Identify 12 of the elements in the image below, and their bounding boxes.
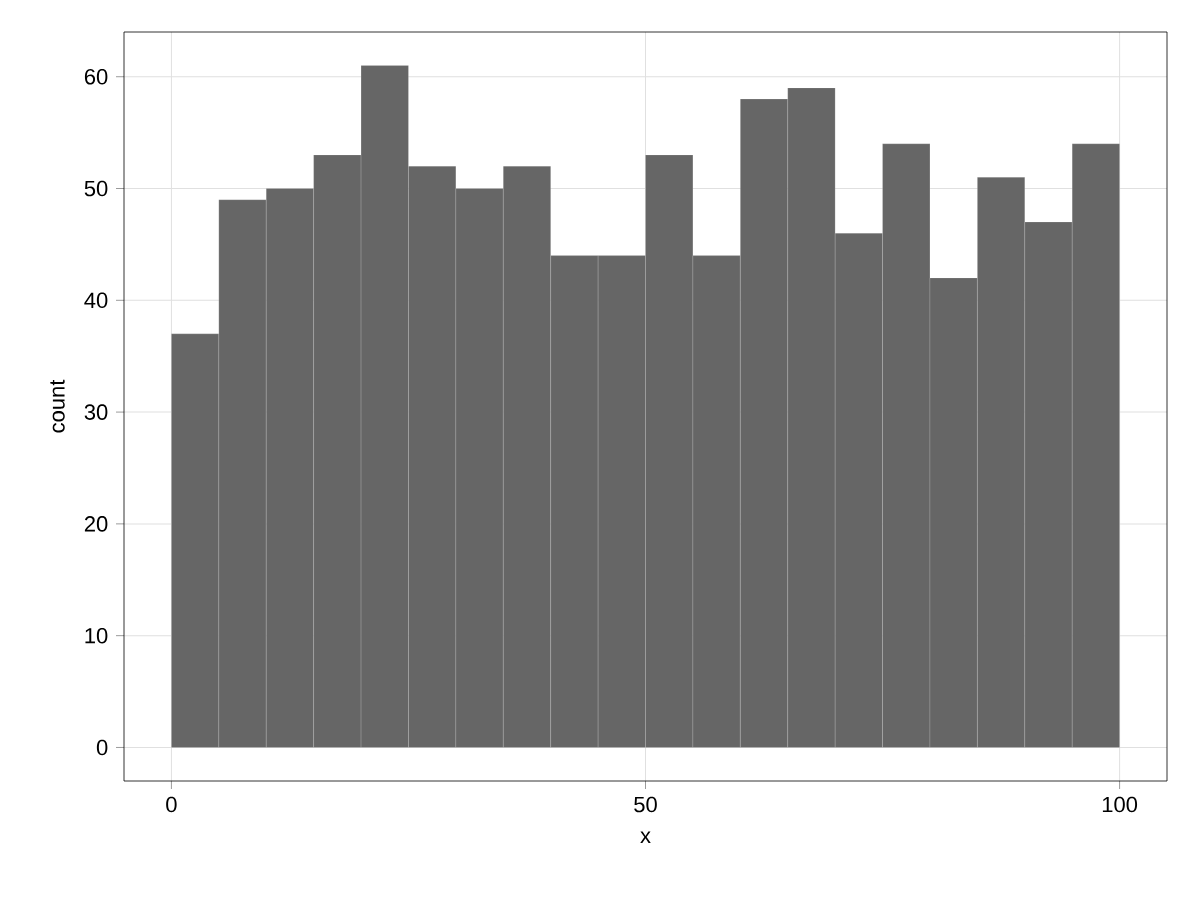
y-tick-label: 30 xyxy=(84,404,108,420)
x-axis-title: x xyxy=(640,831,651,843)
x-tick-label: 0 xyxy=(166,796,177,813)
x-tick-label: 50 xyxy=(634,796,657,813)
y-tick-label: 10 xyxy=(85,627,108,644)
y-tick-label: 40 xyxy=(84,292,108,309)
y-tick-label: 20 xyxy=(84,516,108,532)
y-tick-label: 50 xyxy=(84,180,108,197)
y-tick-label: 0 xyxy=(96,739,108,756)
x-tick-label: 100 xyxy=(1102,796,1138,813)
y-axis-title: count xyxy=(50,379,65,433)
y-tick-label: 60 xyxy=(84,68,108,85)
